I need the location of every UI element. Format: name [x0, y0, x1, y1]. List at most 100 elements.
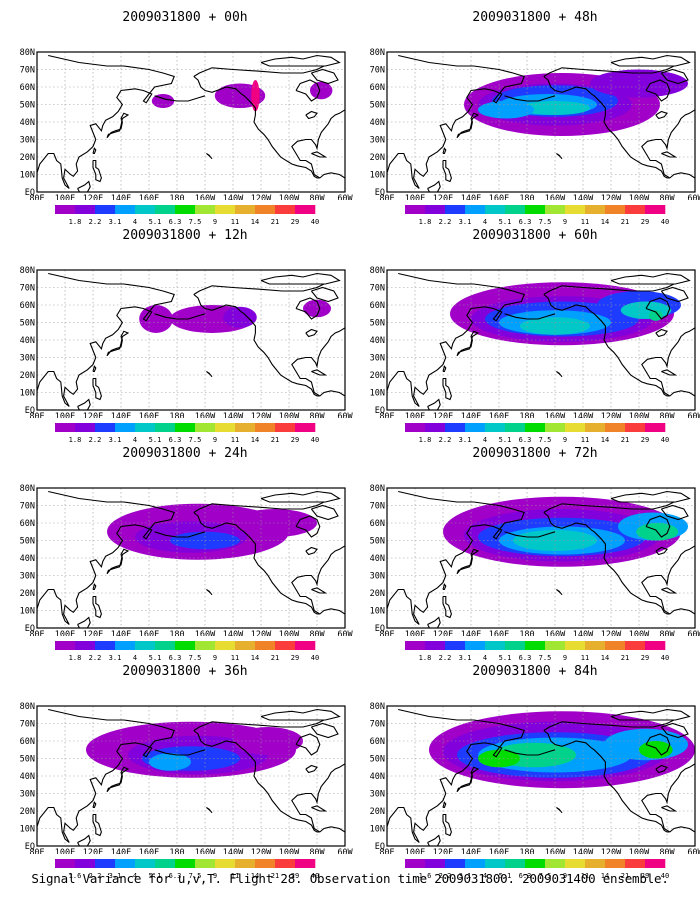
- color-bar-label: 14: [601, 654, 609, 662]
- lon-tick-label: 60W: [337, 194, 353, 200]
- lon-tick-label: 100E: [55, 848, 75, 854]
- lat-tick-label: 10N: [370, 389, 385, 399]
- coastline: [92, 595, 102, 619]
- lat-tick-label: 10N: [370, 825, 385, 835]
- color-bar-swatch: [75, 641, 96, 650]
- coastline: [655, 328, 668, 338]
- color-bar-swatch: [295, 205, 316, 214]
- lon-tick-label: 80E: [379, 630, 394, 636]
- color-bar-label: 1.8: [419, 218, 432, 226]
- lon-tick-label: 60W: [687, 194, 700, 200]
- coastline: [305, 328, 318, 338]
- color-bar-swatch: [295, 859, 316, 868]
- color-bar-label: 4: [133, 872, 137, 880]
- color-bar-label: 40: [661, 436, 669, 444]
- color-bar-label: 1.8: [69, 436, 82, 444]
- coastline: [92, 801, 97, 809]
- coastline: [442, 801, 447, 809]
- lat-tick-label: 70N: [20, 502, 35, 512]
- coastline: [504, 95, 556, 102]
- variance-contour: [149, 753, 191, 771]
- coastline: [387, 708, 525, 843]
- coastline: [641, 109, 695, 179]
- color-bar-label: 4: [483, 218, 487, 226]
- map-frame: [386, 487, 696, 629]
- lat-tick-label: 20N: [370, 371, 385, 381]
- coastline: [387, 272, 525, 407]
- color-bar-label: 5.1: [499, 218, 512, 226]
- color-bar-swatch: [565, 641, 586, 650]
- color-bar-label: 1.8: [69, 218, 82, 226]
- color-bar-swatch: [485, 859, 506, 868]
- color-bar-label: 7.5: [189, 654, 202, 662]
- lon-tick-label: 120W: [251, 412, 272, 418]
- lat-tick-label: EQ: [25, 188, 35, 198]
- color-bar-swatch: [135, 423, 156, 432]
- color-bar-swatch: [645, 423, 666, 432]
- color-bar-swatch: [275, 423, 296, 432]
- color-bar-label: 5.1: [149, 654, 162, 662]
- color-bar-label: 21: [621, 654, 629, 662]
- lon-tick-label: 120E: [83, 630, 103, 636]
- lon-tick-label: 180: [169, 848, 184, 854]
- lat-tick-label: 60N: [370, 83, 385, 93]
- color-bar-label: 29: [291, 654, 299, 662]
- lon-tick-label: 80W: [659, 848, 675, 854]
- color-bar-label: 3.1: [109, 218, 122, 226]
- lon-tick-label: 120W: [601, 412, 622, 418]
- lat-tick-label: 60N: [370, 301, 385, 311]
- lat-tick-label: 80N: [20, 484, 35, 494]
- coastline: [543, 501, 675, 513]
- color-bar-label: 40: [311, 218, 319, 226]
- coastline: [610, 708, 691, 721]
- color-bar-label: 3.1: [109, 654, 122, 662]
- color-bar-swatch: [95, 423, 116, 432]
- color-bar-label: 14: [251, 654, 259, 662]
- map-panel: 2009031800 + 36h 80N 70N 60N 50N 40N 30N 20N 10N…: [15, 664, 355, 880]
- color-bar-label: 9: [213, 654, 217, 662]
- coastline: [295, 79, 321, 102]
- lon-tick-label: 80W: [659, 194, 675, 200]
- lon-tick-label: 120W: [251, 194, 272, 200]
- lon-tick-label: 80E: [29, 630, 44, 636]
- coastline: [154, 749, 206, 756]
- lat-tick-label: 60N: [20, 737, 35, 747]
- color-bar-label: 7.5: [539, 436, 552, 444]
- color-bar-label: 14: [601, 436, 609, 444]
- color-bar-label: 1.8: [69, 654, 82, 662]
- color-bar-label: 1.8: [419, 654, 432, 662]
- color-bar-swatch: [545, 859, 566, 868]
- lat-tick-label: 80N: [20, 48, 35, 58]
- color-bar-swatch: [95, 859, 116, 868]
- coastline: [641, 763, 695, 833]
- color-bar-swatch: [195, 641, 216, 650]
- variance-contour: [310, 81, 333, 100]
- color-bar-swatch: [525, 423, 546, 432]
- lat-tick-label: 30N: [370, 572, 385, 582]
- lon-tick-label: 60W: [687, 630, 700, 636]
- color-bar-label: 5.1: [499, 872, 512, 880]
- color-bar-swatch: [55, 423, 76, 432]
- lon-tick-label: 100W: [629, 630, 650, 636]
- lon-tick-label: 140E: [111, 848, 131, 854]
- coastline: [310, 68, 339, 85]
- lon-tick-label: 120W: [601, 630, 622, 636]
- coastline: [311, 805, 328, 812]
- color-bar-swatch: [275, 641, 296, 650]
- variance-contour: [251, 80, 260, 112]
- color-bar-swatch: [605, 859, 626, 868]
- color-bar-swatch: [215, 205, 236, 214]
- color-bar-label: 3.1: [459, 218, 472, 226]
- color-bar-swatch: [485, 205, 506, 214]
- lon-tick-label: 140W: [223, 194, 244, 200]
- color-bar-label: 6.3: [519, 872, 532, 880]
- color-bar-label: 7.5: [539, 654, 552, 662]
- color-bar-swatch: [645, 641, 666, 650]
- lon-tick-label: 180: [169, 412, 184, 418]
- lat-tick-label: 60N: [370, 519, 385, 529]
- coastline: [655, 764, 668, 774]
- coastline: [77, 398, 91, 410]
- coastline: [556, 807, 563, 814]
- lat-tick-label: 80N: [370, 702, 385, 712]
